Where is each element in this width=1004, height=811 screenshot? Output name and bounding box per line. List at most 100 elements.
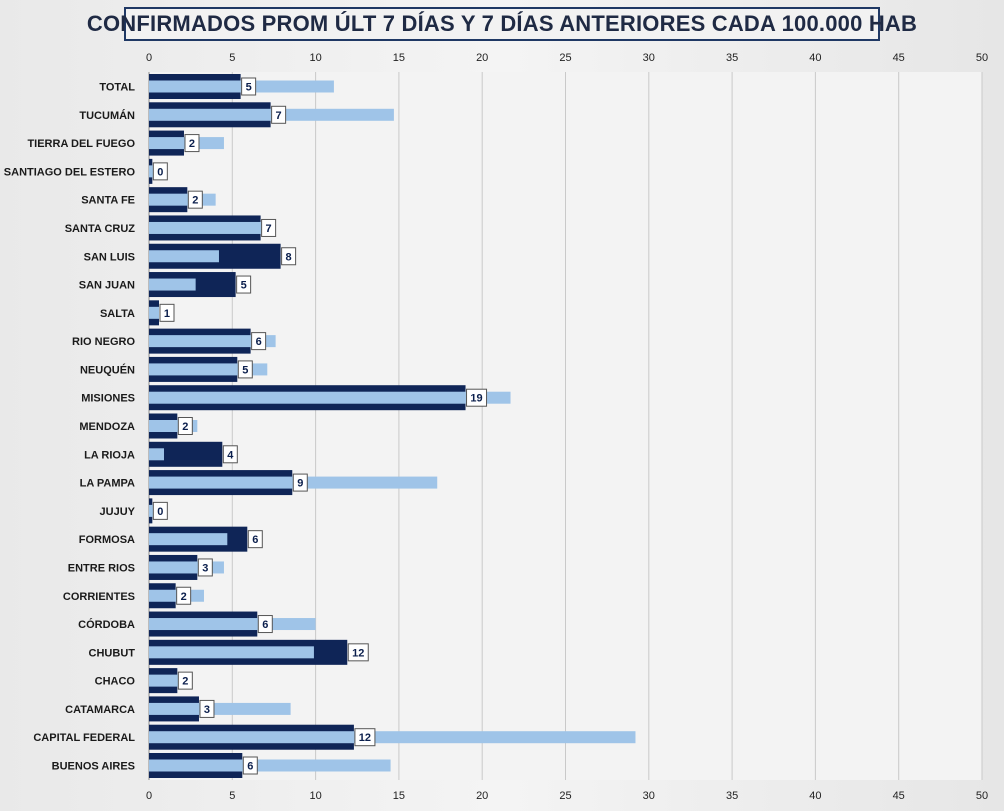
x-tick-label-top: 25 <box>559 52 571 64</box>
x-tick-label-top: 5 <box>229 52 235 64</box>
data-label-box <box>187 190 203 209</box>
data-label: 5 <box>246 82 252 94</box>
category-label: CHACO <box>95 676 136 688</box>
data-label-box <box>354 728 376 747</box>
data-label-box <box>261 218 277 237</box>
data-label: 0 <box>157 166 163 178</box>
x-tick-label-top: 10 <box>309 52 321 64</box>
category-label: SANTA CRUZ <box>65 223 136 235</box>
data-label-box <box>247 530 263 549</box>
category-label: BUENOS AIRES <box>52 761 135 773</box>
category-label: SALTA <box>100 308 135 320</box>
bar-previous <box>149 193 216 206</box>
x-tick-label-top: 35 <box>726 52 738 64</box>
data-label-box <box>466 388 488 407</box>
data-label-box <box>281 247 297 266</box>
chart-title: CONFIRMADOS PROM ÚLT 7 DÍAS Y 7 DÍAS ANT… <box>87 7 917 41</box>
bar-previous <box>149 702 291 715</box>
data-label-box <box>237 360 253 379</box>
x-tick-label-bottom: 45 <box>893 790 905 802</box>
data-label: 5 <box>242 364 248 376</box>
category-label: MENDOZA <box>79 421 135 433</box>
x-tick-label-top: 45 <box>893 52 905 64</box>
data-label-box <box>177 417 193 435</box>
category-label: SAN LUIS <box>84 251 135 263</box>
data-label-box <box>152 162 168 181</box>
bar-previous <box>149 391 511 404</box>
x-tick-label-bottom: 10 <box>309 790 321 802</box>
data-label: 3 <box>202 562 208 574</box>
x-tick-label-bottom: 0 <box>146 790 152 802</box>
x-tick-label-top: 40 <box>809 52 821 64</box>
data-label-box <box>251 332 267 351</box>
x-tick-label-top: 15 <box>393 52 405 64</box>
data-label-box <box>176 586 192 605</box>
data-label: 6 <box>252 534 258 546</box>
category-label: CORRIENTES <box>63 591 135 603</box>
data-label-box <box>292 473 308 492</box>
x-tick-label-top: 30 <box>643 52 655 64</box>
category-label: SAN JUAN <box>79 280 135 292</box>
category-label: CHUBUT <box>89 647 136 659</box>
bar-previous <box>149 646 314 659</box>
category-label: RIO NEGRO <box>72 336 135 348</box>
data-label-box <box>236 275 252 294</box>
category-label: MISIONES <box>81 393 135 405</box>
category-label: SANTA FE <box>81 195 135 207</box>
bar-previous <box>149 759 391 772</box>
bar-previous <box>149 363 268 376</box>
data-label-box <box>184 134 200 153</box>
data-label: 12 <box>352 647 364 659</box>
x-tick-label-bottom: 15 <box>393 790 405 802</box>
data-label: 8 <box>286 251 292 263</box>
data-label: 4 <box>227 449 234 461</box>
category-label: FORMOSA <box>79 534 135 546</box>
data-label-box <box>159 303 175 322</box>
category-label: CÓRDOBA <box>78 618 135 631</box>
category-label: LA RIOJA <box>84 449 135 461</box>
category-label: CATAMARCA <box>65 704 135 716</box>
data-label: 12 <box>359 732 371 744</box>
data-label: 6 <box>256 336 262 348</box>
data-label: 2 <box>182 421 188 433</box>
bar-previous <box>149 278 196 291</box>
bar-previous <box>149 504 154 517</box>
data-label: 19 <box>470 393 482 405</box>
category-label: ENTRE RIOS <box>68 562 135 574</box>
x-tick-label-bottom: 25 <box>559 790 571 802</box>
data-label: 2 <box>192 195 198 207</box>
data-label: 1 <box>164 308 170 320</box>
data-label-box <box>241 77 257 96</box>
data-label-box <box>199 699 215 718</box>
bar-previous <box>149 533 228 546</box>
category-label: JUJUY <box>100 506 136 518</box>
data-label: 5 <box>241 280 247 292</box>
x-tick-label-top: 20 <box>476 52 488 64</box>
data-label-box <box>197 558 213 577</box>
data-label-box <box>152 501 168 520</box>
data-label: 3 <box>204 704 210 716</box>
bar-previous <box>149 165 154 178</box>
data-label: 2 <box>182 676 188 688</box>
category-label: SANTIAGO DEL ESTERO <box>4 166 136 178</box>
bar-previous <box>149 674 179 687</box>
x-tick-label-bottom: 30 <box>643 790 655 802</box>
category-label: TOTAL <box>99 82 135 94</box>
bar-previous <box>149 448 164 461</box>
bar-previous <box>149 335 276 348</box>
data-label-box <box>242 756 258 775</box>
category-label: LA PAMPA <box>80 478 135 490</box>
data-label: 2 <box>181 591 187 603</box>
data-label: 6 <box>247 761 253 773</box>
data-label: 7 <box>266 223 272 235</box>
data-label: 7 <box>276 110 282 122</box>
data-label: 9 <box>297 478 303 490</box>
bar-previous <box>149 306 159 319</box>
x-tick-label-bottom: 40 <box>809 790 821 802</box>
data-label-box <box>222 445 238 464</box>
x-tick-label-bottom: 50 <box>976 790 988 802</box>
x-tick-label-top: 0 <box>146 52 152 64</box>
category-label: TUCUMÁN <box>79 109 135 122</box>
